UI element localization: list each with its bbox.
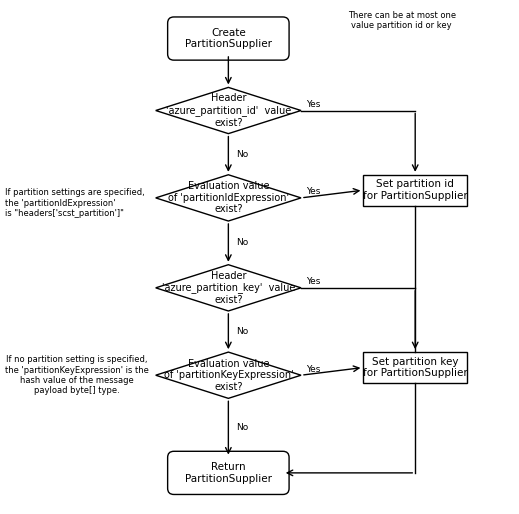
Text: Return
PartitionSupplier: Return PartitionSupplier xyxy=(185,462,272,484)
FancyBboxPatch shape xyxy=(363,175,467,206)
Polygon shape xyxy=(156,265,301,311)
Text: No: No xyxy=(236,238,249,247)
Text: Yes: Yes xyxy=(306,100,321,109)
Text: There can be at most one
value partition id or key: There can be at most one value partition… xyxy=(348,11,456,30)
Polygon shape xyxy=(156,175,301,221)
Text: No: No xyxy=(236,150,249,159)
Text: No: No xyxy=(236,327,249,336)
FancyBboxPatch shape xyxy=(168,451,289,494)
Text: Set partition id
for PartitionSupplier: Set partition id for PartitionSupplier xyxy=(363,179,468,201)
Text: No: No xyxy=(236,424,249,432)
FancyBboxPatch shape xyxy=(168,17,289,60)
Text: Yes: Yes xyxy=(306,187,321,196)
Polygon shape xyxy=(156,87,301,134)
Text: Yes: Yes xyxy=(306,277,321,286)
Text: If no partition setting is specified,
the 'partitionKeyExpression' is the
hash v: If no partition setting is specified, th… xyxy=(5,355,149,395)
Text: Header
'azure_partition_id'  value
exist?: Header 'azure_partition_id' value exist? xyxy=(166,94,291,127)
Polygon shape xyxy=(156,352,301,398)
Text: Evaluation value
of 'partitionIdExpression'
exist?: Evaluation value of 'partitionIdExpressi… xyxy=(168,181,289,214)
FancyBboxPatch shape xyxy=(363,352,467,383)
Text: Yes: Yes xyxy=(306,364,321,374)
Text: Header
'azure_partition_key'  value
exist?: Header 'azure_partition_key' value exist… xyxy=(162,271,295,305)
Text: Create
PartitionSupplier: Create PartitionSupplier xyxy=(185,28,272,49)
Text: Set partition key
for PartitionSupplier: Set partition key for PartitionSupplier xyxy=(363,357,468,378)
Text: Evaluation value
of 'partitionKeyExpression'
exist?: Evaluation value of 'partitionKeyExpress… xyxy=(163,359,293,392)
Text: If partition settings are specified,
the 'partitionIdExpression'
is "headers['sc: If partition settings are specified, the… xyxy=(5,188,145,218)
